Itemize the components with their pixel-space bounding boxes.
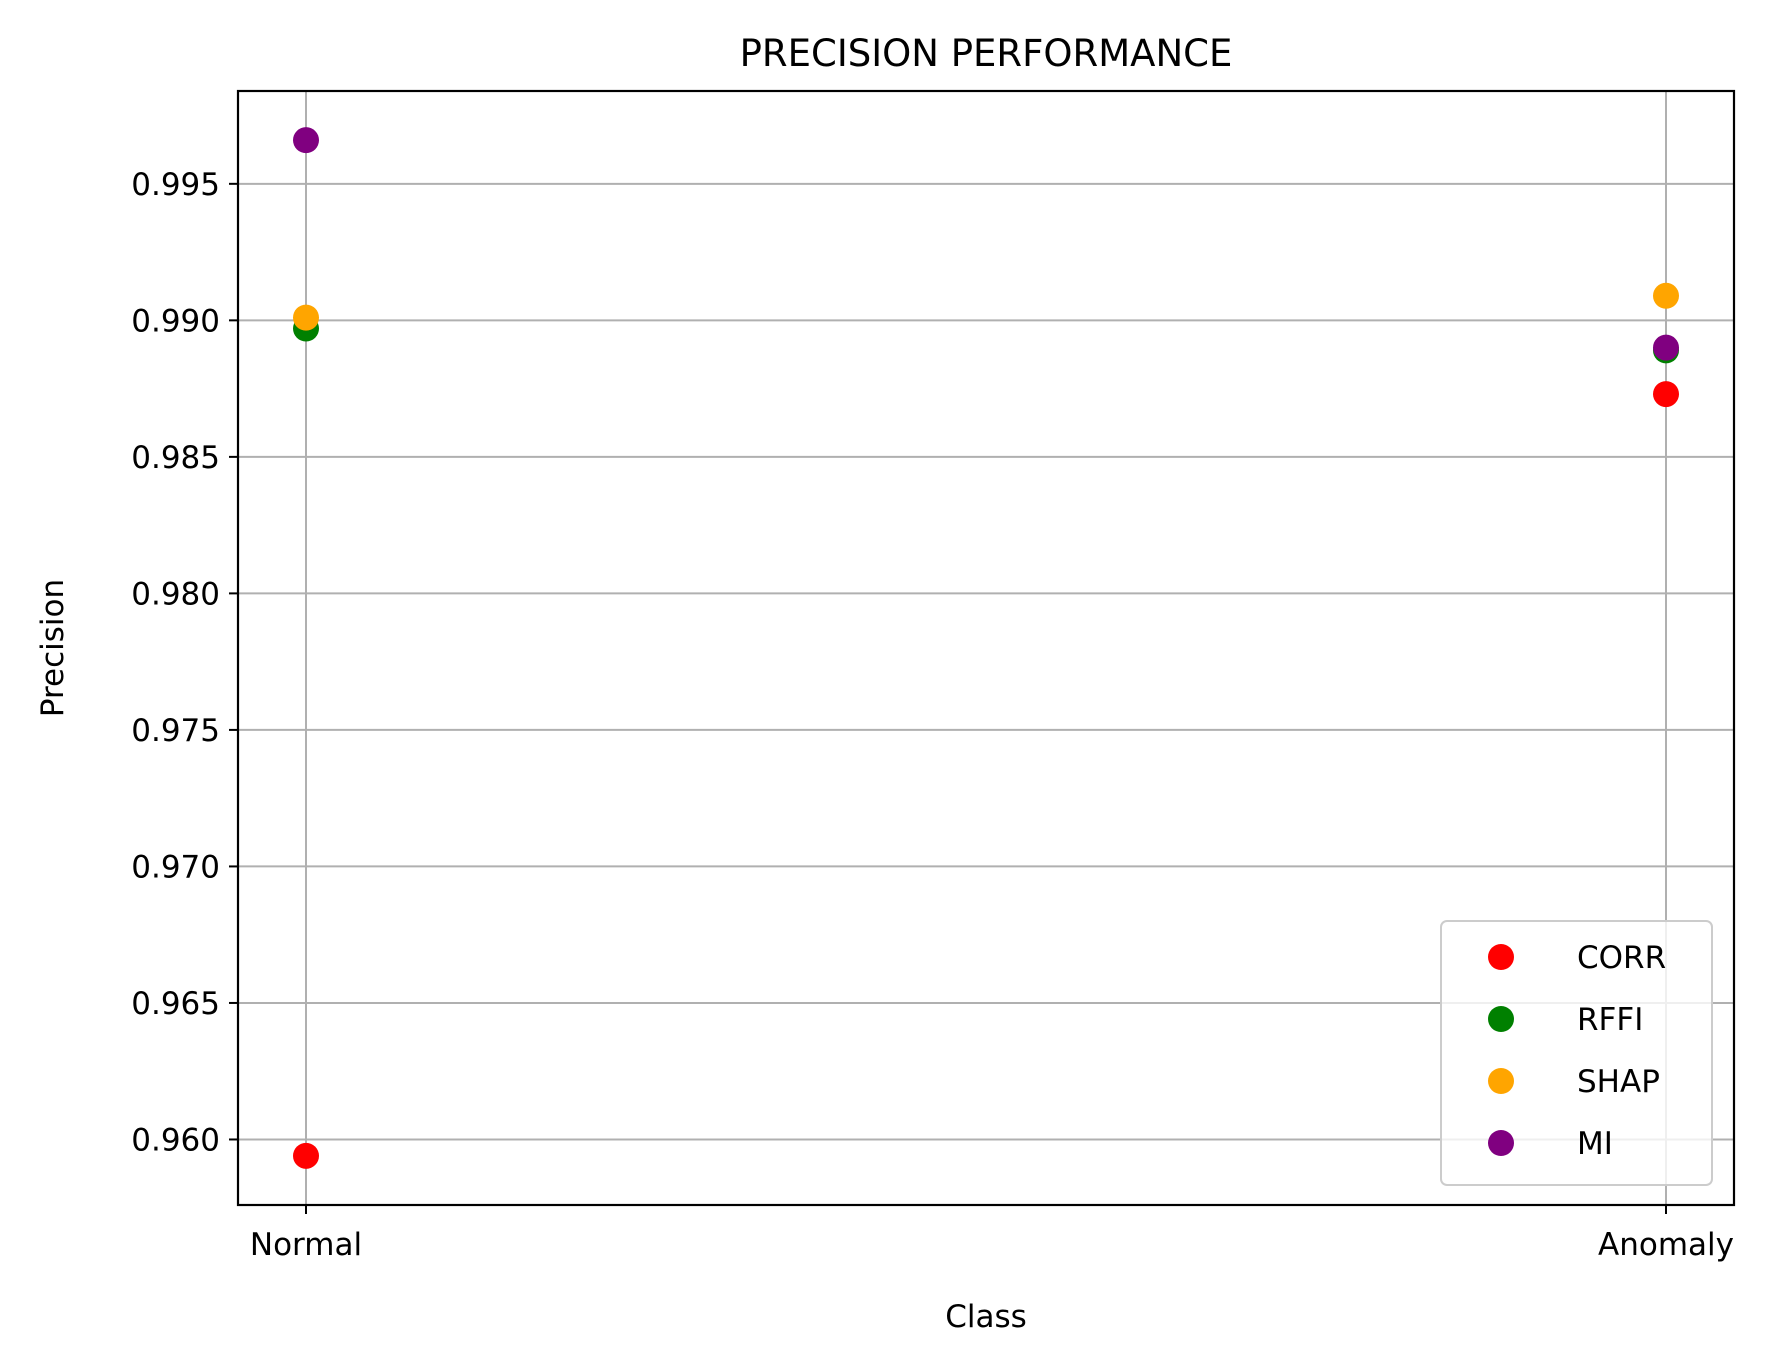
data-points [293, 127, 1679, 1169]
x-tick-label: Anomaly [1598, 1227, 1734, 1263]
chart-title: PRECISION PERFORMANCE [740, 32, 1233, 75]
legend-marker-mi [1488, 1130, 1514, 1156]
legend-marker-rffi [1488, 1006, 1514, 1032]
point-corr-anomaly [1653, 381, 1679, 408]
plot-frame [236, 89, 1736, 1207]
legend-marker-shap [1488, 1068, 1514, 1094]
y-tick-label: 0.975 [131, 713, 220, 749]
legend-label-mi: MI [1577, 1126, 1613, 1162]
point-mi-anomaly [1653, 334, 1679, 361]
legend-label-rffi: RFFI [1577, 1002, 1643, 1038]
point-corr-normal [293, 1142, 319, 1169]
y-tick-label: 0.960 [131, 1122, 220, 1158]
point-shap-normal [293, 304, 319, 331]
y-axis-label: Precision [35, 579, 71, 717]
point-mi-normal [293, 127, 319, 154]
x-tick-label: Normal [250, 1227, 362, 1263]
y-axis-ticks: 0.960 0.965 0.970 0.975 0.980 0.985 0.990 0.995 [131, 167, 238, 1158]
legend-box [1440, 920, 1713, 1186]
y-tick-label: 0.965 [131, 986, 220, 1022]
y-tick-label: 0.990 [131, 303, 220, 339]
legend-label-shap: SHAP [1577, 1064, 1660, 1100]
y-tick-label: 0.980 [131, 576, 220, 612]
legend-marker-corr [1488, 944, 1514, 970]
x-axis-label: Class [945, 1299, 1027, 1335]
x-axis-ticks: Normal Anomaly [250, 1205, 1734, 1263]
y-tick-label: 0.970 [131, 849, 220, 885]
legend-label-corr: CORR [1577, 940, 1666, 976]
legend: CORR RFFI SHAP MI [1440, 920, 1713, 1186]
point-shap-anomaly [1653, 282, 1679, 309]
y-tick-label: 0.995 [131, 167, 220, 203]
y-tick-label: 0.985 [131, 440, 220, 476]
